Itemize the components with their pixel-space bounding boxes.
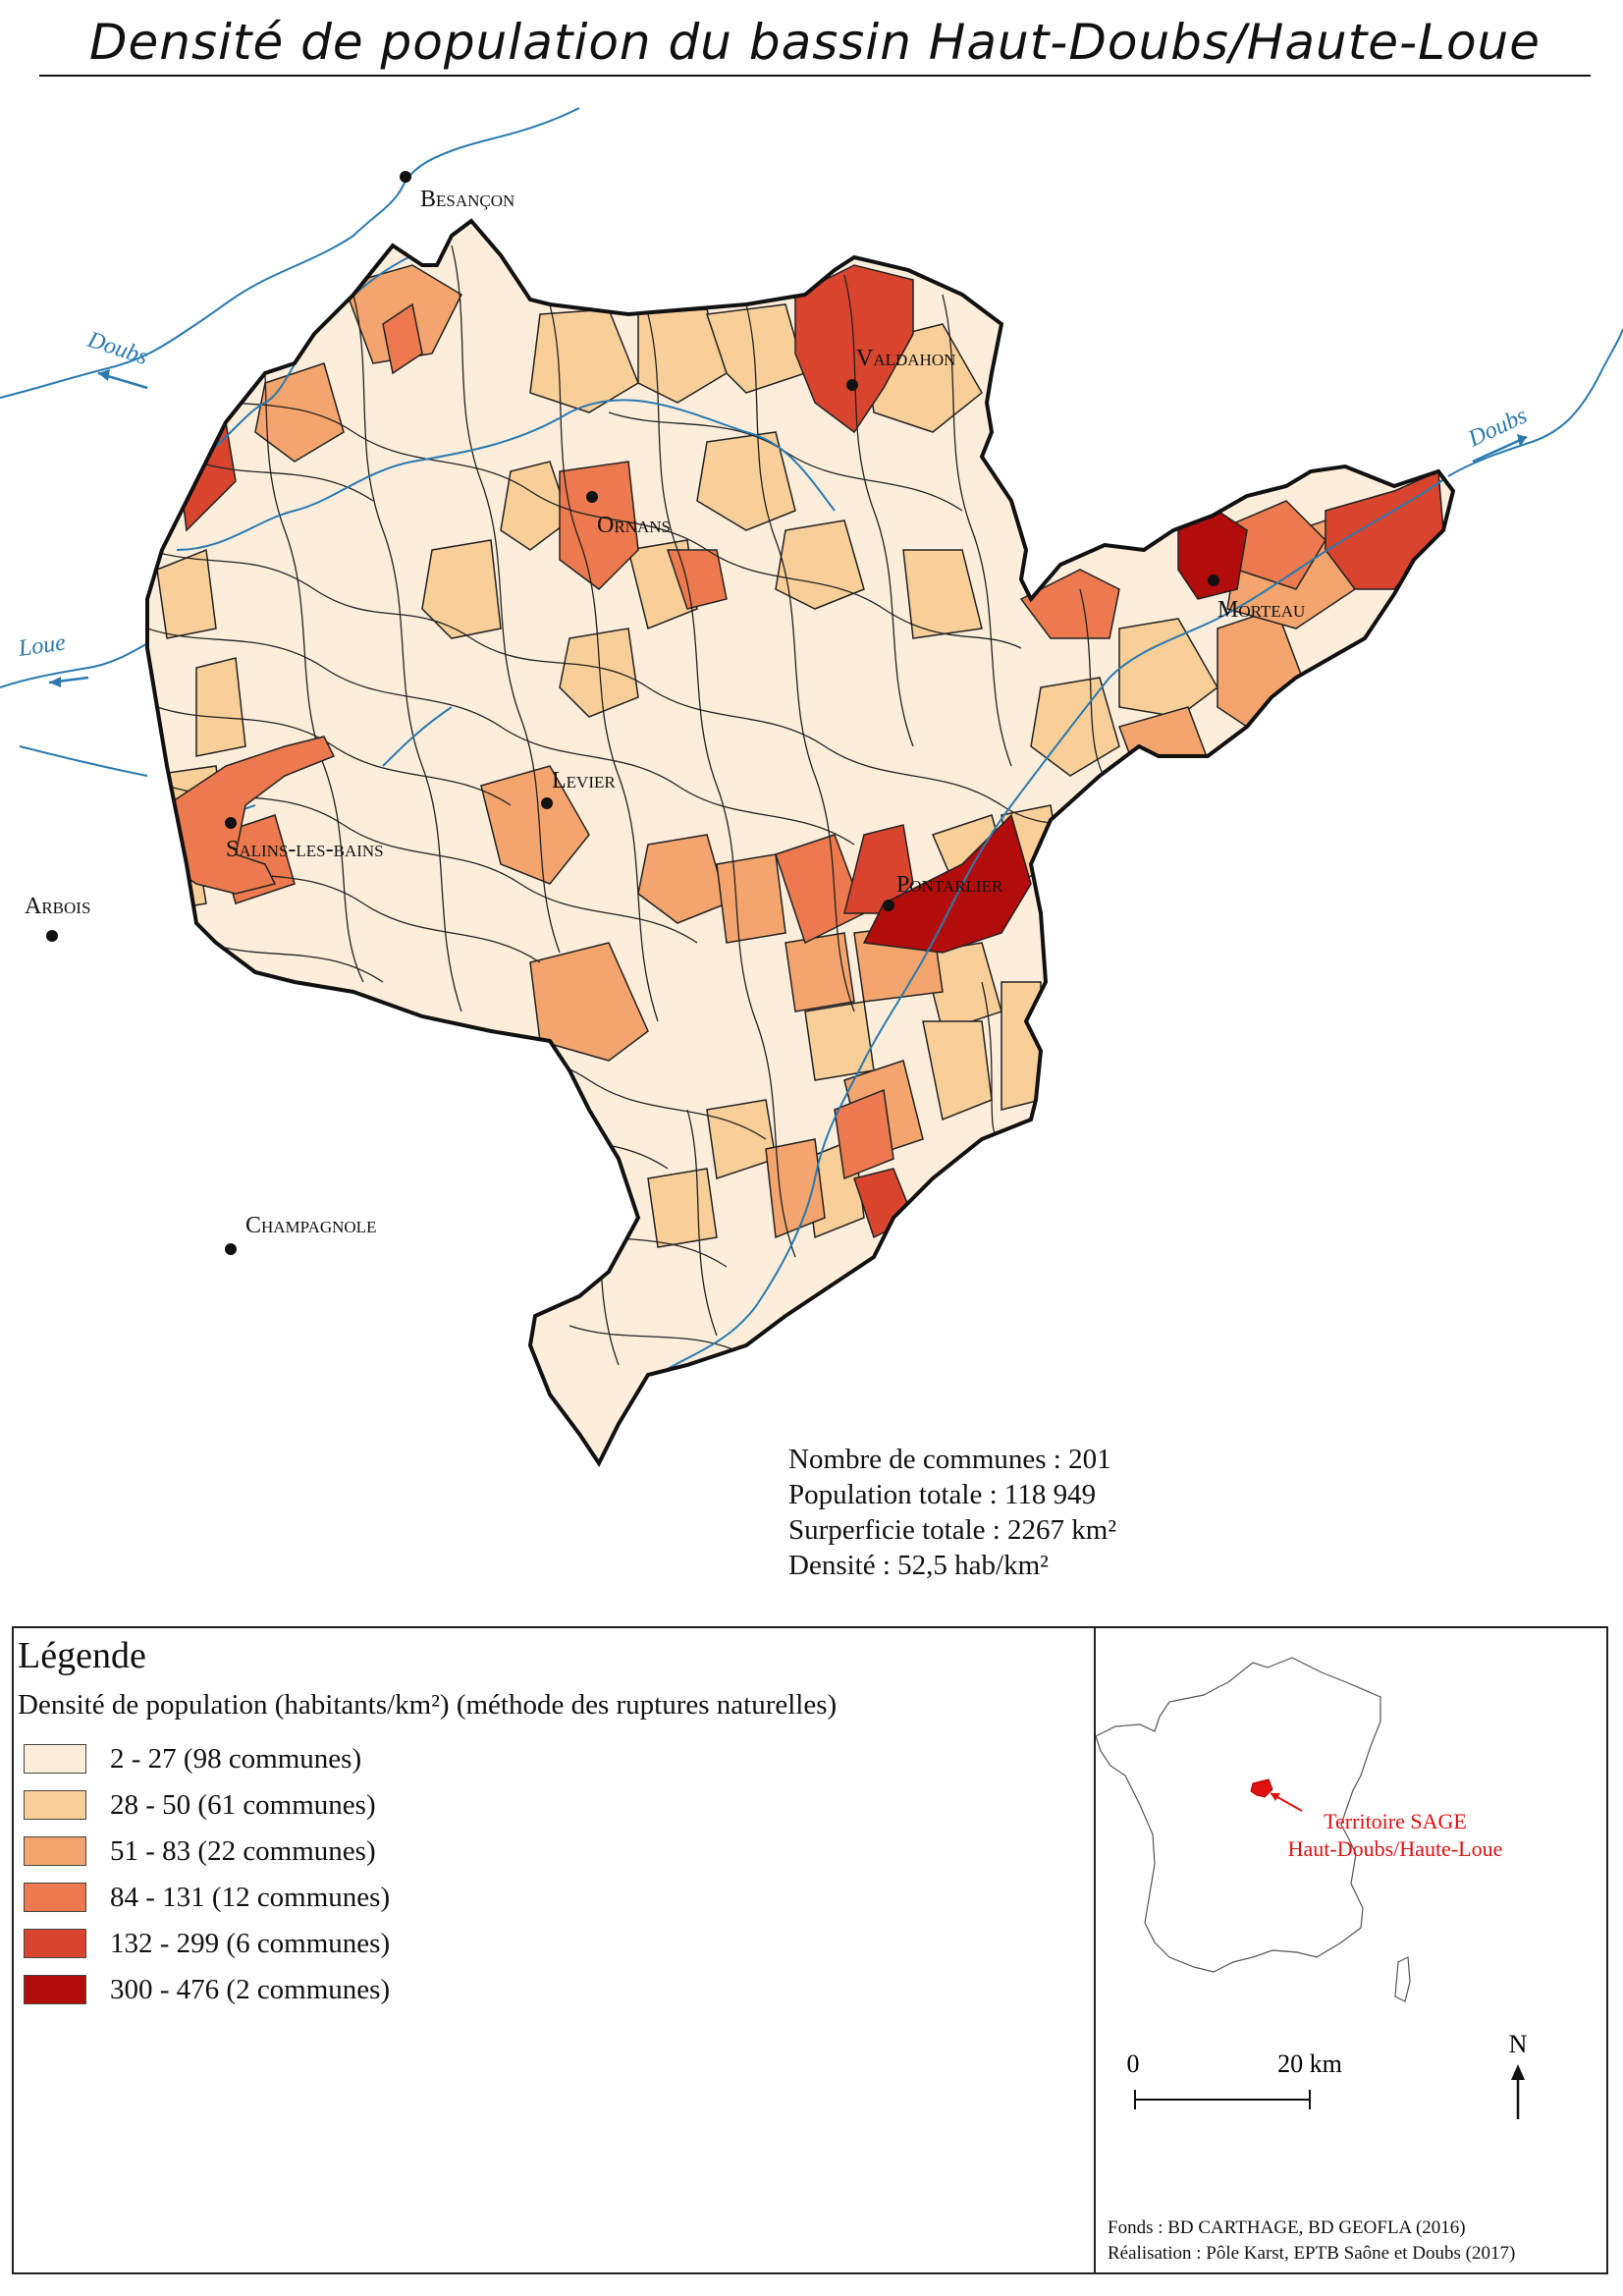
loue-river-west (0, 637, 158, 688)
besancon-marker (400, 171, 411, 183)
density-value: Densité : 52,5 hab/km² (788, 1550, 1049, 1581)
scale-end-label: 20 km (1277, 2050, 1342, 2078)
legend-row: 28 - 50 (61 communes) (24, 1788, 376, 1822)
legend-label: 300 - 476 (2 communes) (110, 1973, 391, 2005)
france-outline (1096, 1657, 1381, 1973)
champagnole-marker (225, 1243, 237, 1255)
sage-territory-marker (1250, 1778, 1273, 1798)
area-total: Surperficie totale : 2267 km² (788, 1514, 1117, 1546)
density-map: Doubs Doubs Loue Besançon Valdahon Ornan… (0, 107, 1623, 1467)
tributary-levier (382, 706, 453, 767)
levier-marker (541, 797, 553, 809)
population-total: Population totale : 118 949 (788, 1479, 1097, 1510)
besancon-label: Besançon (420, 187, 514, 212)
title-underline (39, 75, 1591, 77)
morteau-label: Morteau (1217, 597, 1305, 623)
legend-row: 51 - 83 (22 communes) (24, 1834, 376, 1868)
legend-swatch (24, 1929, 86, 1958)
salins-label: Salins-les-bains (226, 837, 384, 862)
credits-author: Réalisation : Pôle Karst, EPTB Saône et … (1108, 2243, 1516, 2264)
credits-sources: Fonds : BD CARTHAGE, BD GEOFLA (2016) (1108, 2217, 1466, 2238)
ornans-label: Ornans (597, 513, 671, 538)
doubs-east-arrow (1472, 435, 1528, 464)
corsica-outline (1394, 1956, 1411, 2002)
legend-swatch (24, 1744, 86, 1774)
class-300-476-communes (862, 510, 1248, 954)
doubs-west-label: Doubs (83, 327, 151, 370)
legend-label: 2 - 27 (98 communes) (110, 1742, 362, 1775)
morteau-marker (1208, 574, 1219, 586)
valdahon-marker (846, 379, 858, 391)
towns: Besançon Valdahon Ornans Morteau Levier … (25, 171, 1305, 1255)
legend-row: 300 - 476 (2 communes) (24, 1973, 390, 2006)
pontarlier-marker (883, 900, 894, 911)
pontarlier-label: Pontarlier (896, 872, 1003, 898)
arbois-label: Arbois (25, 894, 90, 919)
loue-label: Loue (16, 629, 67, 662)
legend-title: Légende (18, 1635, 146, 1676)
legend-label: 51 - 83 (22 communes) (110, 1834, 376, 1867)
map-title: Densité de population du bassin Haut-Dou… (89, 14, 1541, 71)
scale-bar (1134, 2090, 1311, 2109)
legend-label: 84 - 131 (12 communes) (110, 1881, 391, 1913)
legend-label: 132 - 299 (6 communes) (110, 1927, 391, 1959)
salins-marker (225, 817, 237, 829)
communes-count: Nombre de communes : 201 (788, 1444, 1111, 1475)
legend-subtitle: Densité de population (habitants/km²) (m… (18, 1689, 838, 1721)
arbois-marker (46, 930, 58, 942)
salins-commune (166, 736, 336, 895)
legend-panel: Légende Densité de population (habitants… (14, 1628, 1094, 2272)
legend-swatch (24, 1883, 86, 1912)
legend-swatch (24, 1790, 86, 1820)
territory-label-line2: Haut-Doubs/Haute-Loue (1288, 1836, 1503, 1861)
loue-river-main (176, 399, 836, 551)
valdahon-label: Valdahon (856, 346, 955, 371)
basin-outline (145, 218, 1456, 1467)
champagnole-label: Champagnole (245, 1213, 376, 1238)
legend-box: Légende Densité de population (habitants… (12, 1626, 1608, 2274)
france-inset-map: Territoire SAGE Haut-Doubs/Haute-Loue 0 … (1096, 1657, 1528, 2119)
legend-swatch (24, 1836, 86, 1866)
legend-row: 2 - 27 (98 communes) (24, 1742, 361, 1776)
inset-panel: Territoire SAGE Haut-Doubs/Haute-Loue 0 … (1094, 1628, 1606, 2272)
scale-start-label: 0 (1127, 2050, 1140, 2078)
summary-statistics: Nombre de communes : 201 Population tota… (788, 1442, 1116, 1583)
legend-row: 132 - 299 (6 communes) (24, 1927, 390, 1960)
territory-label-line1: Territoire SAGE (1324, 1809, 1467, 1833)
north-label: N (1509, 2030, 1528, 2058)
doubs-river-northwest (0, 107, 580, 399)
legend-label: 28 - 50 (61 communes) (110, 1788, 376, 1821)
ornans-marker (586, 491, 598, 503)
north-arrow-head (1511, 2064, 1525, 2080)
rivers-outside (0, 107, 1623, 777)
legend-swatch (24, 1975, 86, 2004)
river-southwest (19, 745, 148, 777)
doubs-river-northeast (1447, 328, 1623, 477)
levier-label: Levier (552, 768, 616, 793)
legend-row: 84 - 131 (12 communes) (24, 1881, 390, 1914)
doubs-river-upper (657, 475, 1449, 1376)
